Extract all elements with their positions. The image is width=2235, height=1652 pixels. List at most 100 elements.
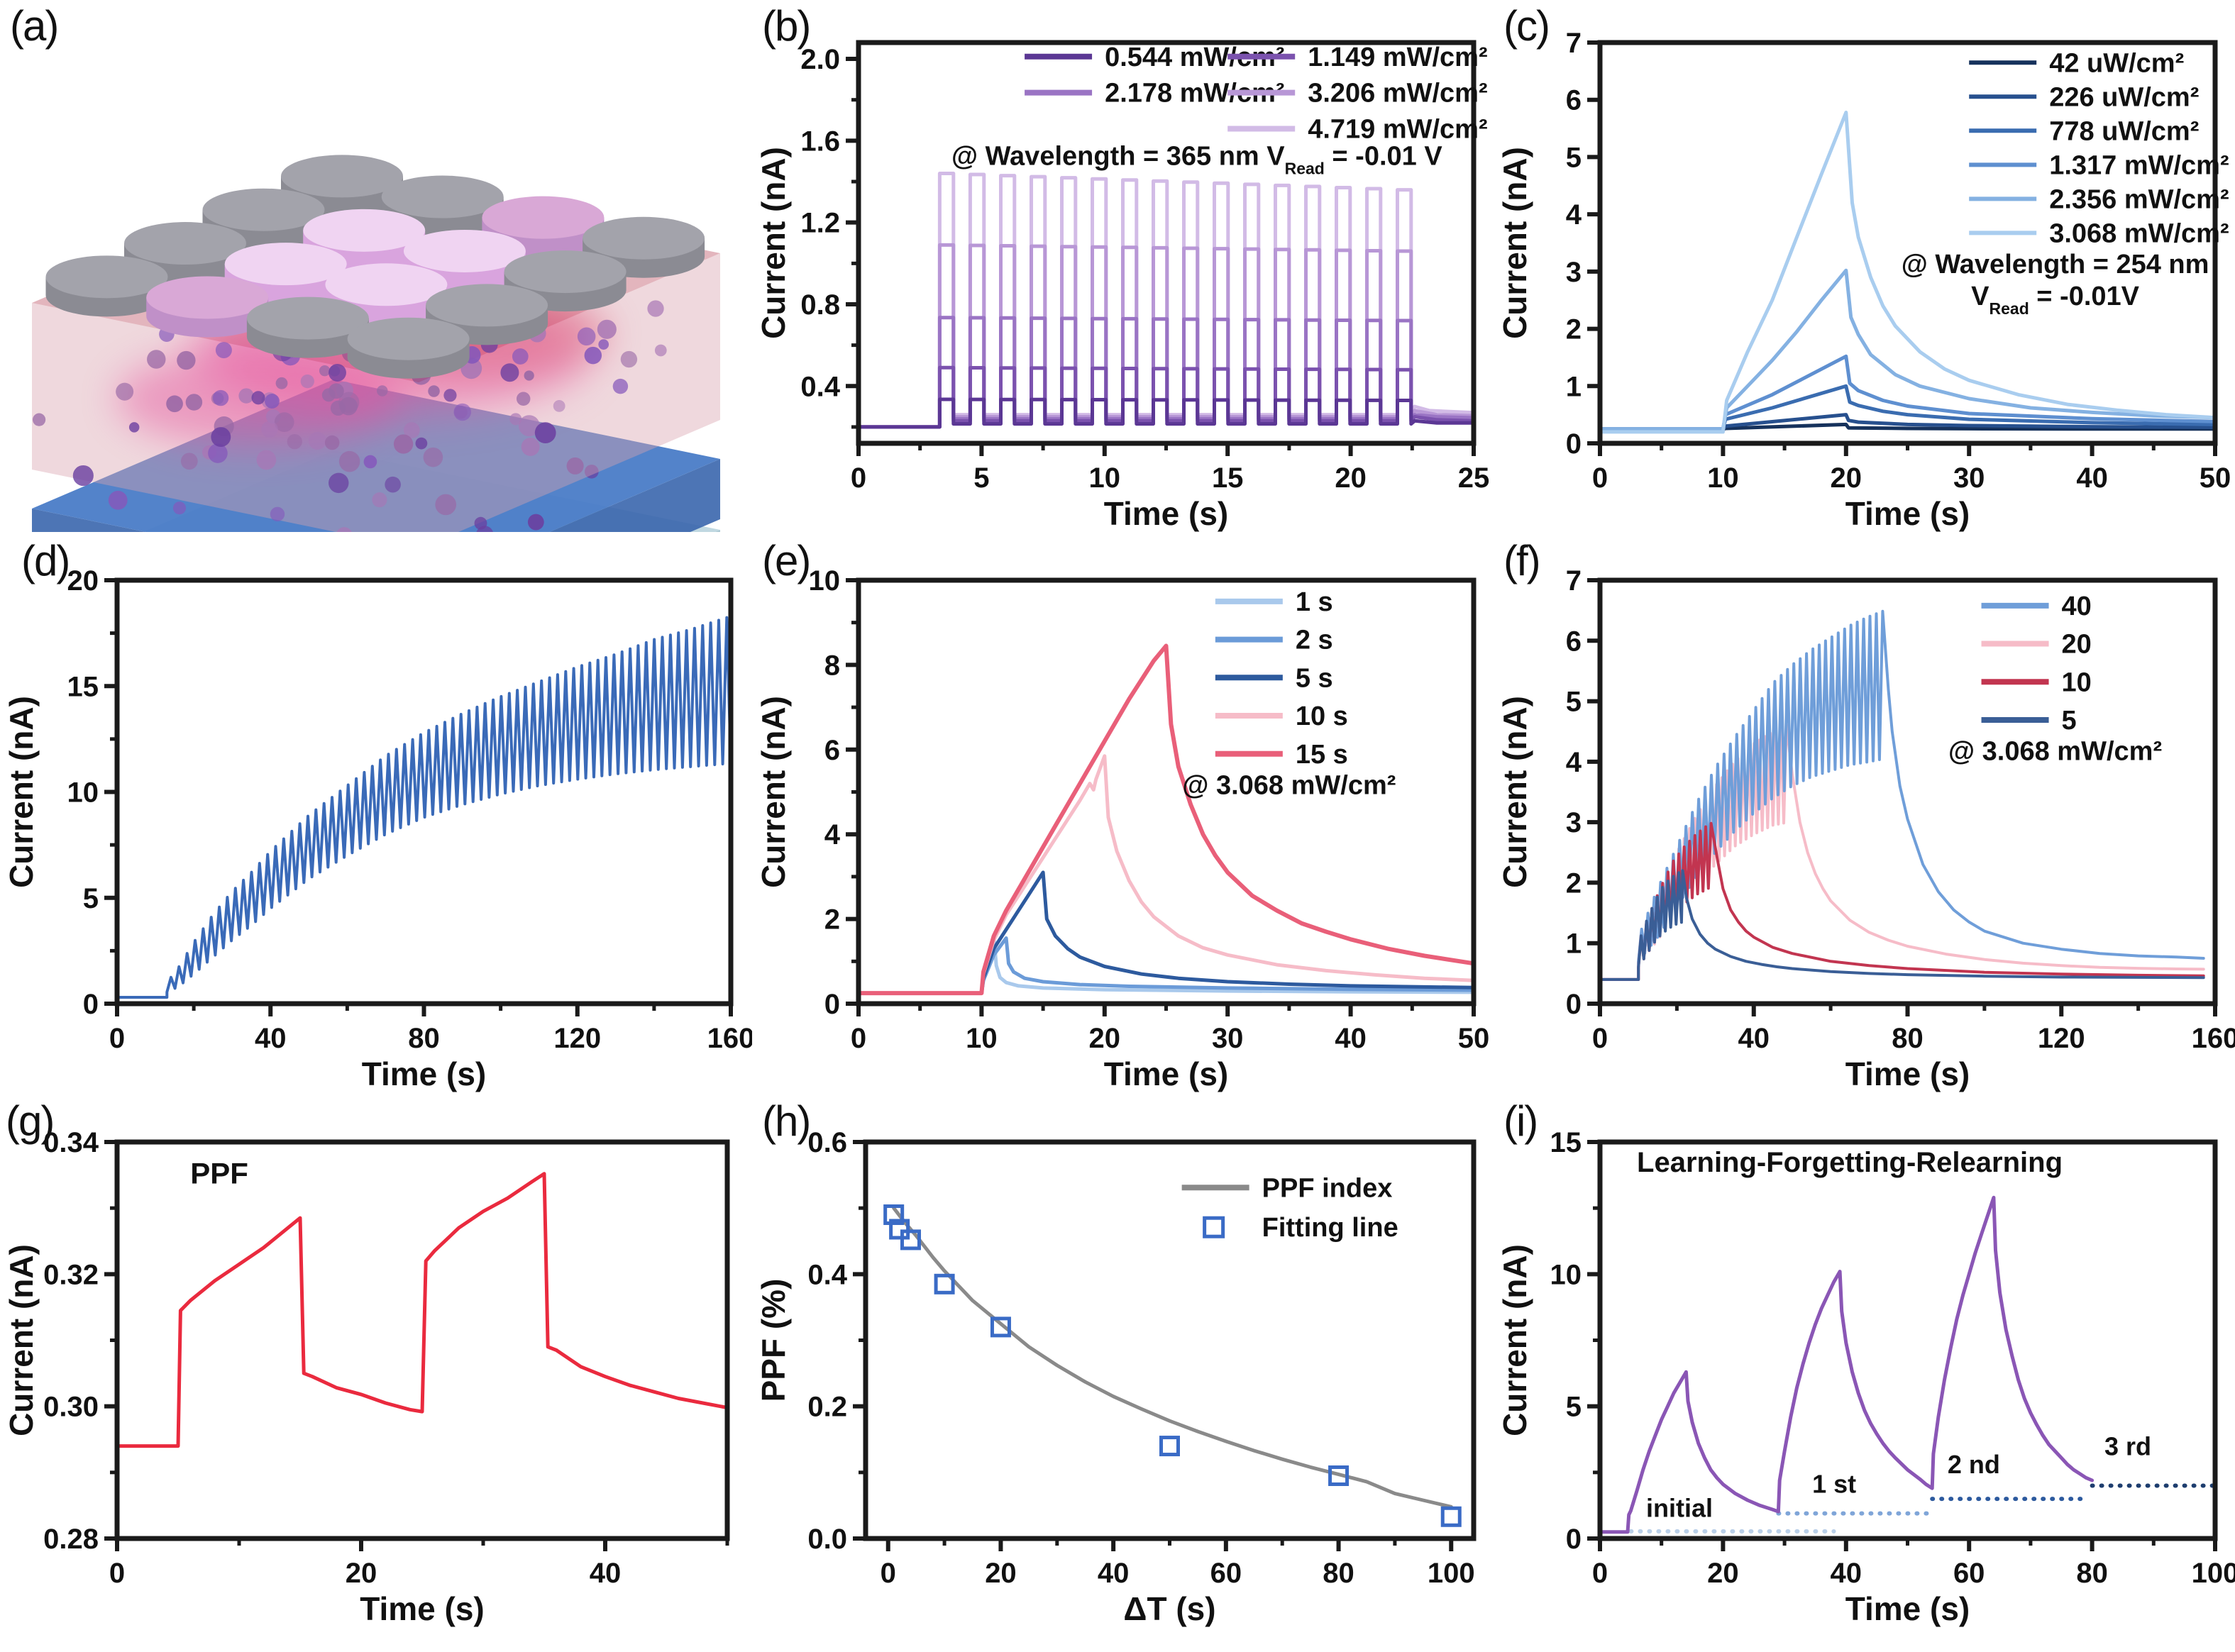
nanoparticle xyxy=(443,389,457,402)
svg-text:3: 3 xyxy=(1566,807,1582,838)
nanoparticle xyxy=(654,344,667,357)
series-ppf-pair-pulses xyxy=(115,1172,729,1448)
svg-text:60: 60 xyxy=(1210,1558,1242,1589)
scatter-square xyxy=(883,1204,905,1225)
chart-pulse-number: 0 40 80 120 160 0 1 2 3 4 5 6 7 Time (s) Current (nA) 4… xyxy=(1496,565,2235,1092)
series-40 xyxy=(1599,609,2205,981)
svg-text:80: 80 xyxy=(2076,1558,2108,1589)
nanoparticle xyxy=(215,342,232,359)
svg-text:0: 0 xyxy=(1566,428,1582,460)
svg-text:40: 40 xyxy=(255,1023,287,1054)
nanoparticle xyxy=(72,465,94,487)
panel-f: (f) 0 40 80 120 160 0 1 2 3 4 5 6 7 Time (s) Current (… xyxy=(1494,532,2235,1092)
svg-text:3: 3 xyxy=(1566,257,1582,288)
nanoparticle xyxy=(329,363,346,382)
nanoparticle xyxy=(324,435,340,450)
series-3-068-mw-cm- xyxy=(1598,111,2217,434)
svg-text:80: 80 xyxy=(408,1023,440,1054)
svg-text:0: 0 xyxy=(1592,1023,1608,1054)
x-axis-label: Time (s) xyxy=(1845,1055,1970,1092)
nanoparticle xyxy=(584,346,602,365)
nanoparticle xyxy=(261,421,278,438)
nanoparticle xyxy=(577,327,596,346)
svg-text:2: 2 xyxy=(1566,314,1582,345)
x-axis-label: Time (s) xyxy=(1104,495,1229,532)
device-schematic-3d xyxy=(32,155,720,532)
nanoparticle xyxy=(597,319,617,339)
nanoparticle xyxy=(319,365,331,377)
nanoparticle xyxy=(166,395,183,413)
svg-text:0.0: 0.0 xyxy=(807,1524,847,1555)
series-potentiation-train xyxy=(116,614,732,999)
nanoparticle xyxy=(211,427,231,448)
legend-label: 1.149 mW/cm² xyxy=(1308,43,1487,72)
svg-text:0: 0 xyxy=(881,1558,896,1589)
svg-text:20: 20 xyxy=(346,1558,377,1589)
scatter-square xyxy=(1440,1506,1462,1527)
series-2-356-mw-cm- xyxy=(1598,268,2217,431)
nanoparticle xyxy=(598,339,609,350)
panel-h: (h) 0 20 40 60 80 100 0.0 0.2 0.4 0.6 ΔT (s) PPF (%… xyxy=(752,1092,1494,1652)
nanoparticle xyxy=(275,377,288,389)
svg-text:2.0: 2.0 xyxy=(800,44,840,75)
svg-text:10: 10 xyxy=(809,565,841,597)
y-axis-label: Current (nA) xyxy=(1496,147,1533,339)
svg-text:0: 0 xyxy=(109,1023,125,1054)
nanoparticle xyxy=(509,413,522,426)
nanoparticle xyxy=(385,476,401,493)
nanoparticle xyxy=(500,363,519,382)
svg-text:20: 20 xyxy=(1335,462,1367,494)
x-axis-label: Time (s) xyxy=(1104,1055,1229,1092)
svg-text:15: 15 xyxy=(1212,462,1244,494)
nanoparticle xyxy=(585,465,599,479)
svg-text:0.2: 0.2 xyxy=(807,1392,847,1423)
svg-text:0.32: 0.32 xyxy=(43,1259,99,1290)
svg-text:5: 5 xyxy=(973,462,989,494)
svg-text:0.6: 0.6 xyxy=(807,1127,847,1158)
legend-label: Fitting line xyxy=(1262,1213,1398,1243)
legend-label: 3.206 mW/cm² xyxy=(1308,79,1487,109)
chart-learning-forgetting-relearning: 0 20 40 60 80 100 0 5 10 15 Time (s) Current (nA) Le… xyxy=(1496,1127,2235,1627)
annotation: @ 3.068 mW/cm² xyxy=(1948,737,2162,767)
svg-text:0.28: 0.28 xyxy=(43,1524,99,1555)
svg-text:0: 0 xyxy=(824,989,840,1020)
y-axis-label: Current (nA) xyxy=(1496,1244,1533,1436)
svg-text:160: 160 xyxy=(2192,1023,2235,1054)
annotation: Learning-Forgetting-Relearning xyxy=(1637,1147,2063,1178)
nanoparticle xyxy=(453,403,471,421)
nanoparticle xyxy=(566,457,584,475)
nanoparticle xyxy=(256,450,277,470)
nanoparticle xyxy=(423,447,443,467)
nanoparticle xyxy=(251,391,265,405)
svg-text:4: 4 xyxy=(1566,747,1582,778)
legend-label: 226 uW/cm² xyxy=(2049,82,2199,112)
scatter-square xyxy=(934,1273,955,1295)
legend-label: 2.356 mW/cm² xyxy=(2049,184,2229,214)
chart-potentiation-train: 0 40 80 120 160 0 5 10 15 20 Time (s) Current (nA) xyxy=(3,565,752,1092)
nanoparticle xyxy=(521,437,540,456)
svg-text:7: 7 xyxy=(1566,28,1582,59)
nanoparticle xyxy=(415,437,428,450)
panel-d-label: (d) xyxy=(21,537,70,584)
nanoparticle xyxy=(363,455,377,469)
svg-text:0: 0 xyxy=(851,462,866,494)
series-5 xyxy=(1599,869,2205,981)
nanoparticle xyxy=(403,422,420,438)
annotation: @ Wavelength = 365 nm VRead = -0.01 V xyxy=(951,141,1442,177)
nanoparticle xyxy=(172,501,187,515)
legend-label: 10 xyxy=(2062,667,2092,697)
legend-label: 2 s xyxy=(1296,626,1333,655)
svg-text:20: 20 xyxy=(67,565,99,597)
scatter-square xyxy=(990,1316,1011,1338)
nanoparticle xyxy=(338,392,360,413)
svg-text:30: 30 xyxy=(1953,462,1985,494)
svg-text:40: 40 xyxy=(1738,1023,1770,1054)
svg-text:20: 20 xyxy=(1089,1023,1121,1054)
nanoparticle xyxy=(620,350,638,368)
legend-label: 20 xyxy=(2062,630,2092,660)
svg-text:40: 40 xyxy=(1831,1558,1862,1589)
legend-label: 4.719 mW/cm² xyxy=(1308,114,1487,144)
svg-text:120: 120 xyxy=(2038,1023,2085,1054)
svg-text:5: 5 xyxy=(83,883,99,914)
svg-text:7: 7 xyxy=(1566,565,1582,597)
